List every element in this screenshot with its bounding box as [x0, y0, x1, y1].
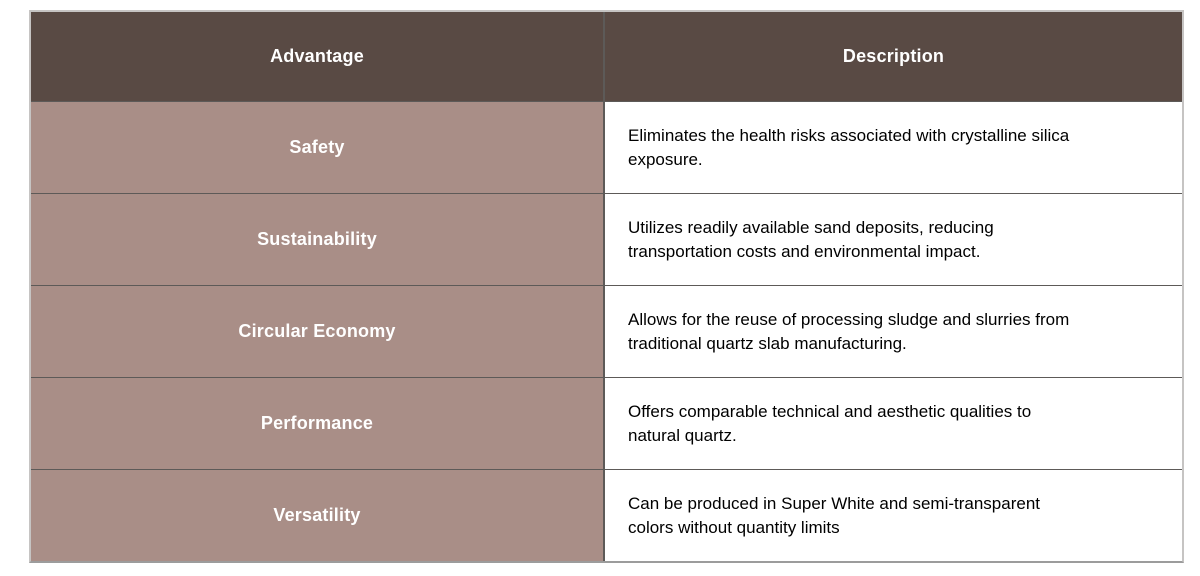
advantage-cell: Circular Economy	[31, 286, 605, 377]
table-header-row: Advantage Description	[31, 12, 1182, 101]
table-body: Safety Eliminates the health risks assoc…	[31, 101, 1182, 561]
description-text: Can be produced in Super White and semi-…	[628, 493, 1041, 537]
description-text: Eliminates the health risks associated w…	[628, 125, 1070, 169]
advantage-cell: Safety	[31, 102, 605, 193]
advantage-cell: Versatility	[31, 470, 605, 561]
description-cell: Eliminates the health risks associated w…	[605, 102, 1182, 193]
table-row: Performance Offers comparable technical …	[31, 377, 1182, 469]
table-row: Versatility Can be produced in Super Whi…	[31, 469, 1182, 561]
description-cell: Allows for the reuse of processing sludg…	[605, 286, 1182, 377]
column-header-description: Description	[605, 12, 1182, 101]
description-text: Offers comparable technical and aestheti…	[628, 401, 1032, 445]
advantage-cell: Sustainability	[31, 194, 605, 285]
description-cell: Utilizes readily available sand deposits…	[605, 194, 1182, 285]
advantage-cell: Performance	[31, 378, 605, 469]
column-header-advantage: Advantage	[31, 12, 605, 101]
table-row: Safety Eliminates the health risks assoc…	[31, 101, 1182, 193]
table-row: Circular Economy Allows for the reuse of…	[31, 285, 1182, 377]
advantages-table: Advantage Description Safety Eliminates …	[29, 10, 1184, 563]
table-row: Sustainability Utilizes readily availabl…	[31, 193, 1182, 285]
description-text: Utilizes readily available sand deposits…	[628, 217, 994, 261]
description-text: Allows for the reuse of processing sludg…	[628, 309, 1070, 353]
description-cell: Offers comparable technical and aestheti…	[605, 378, 1182, 469]
description-cell: Can be produced in Super White and semi-…	[605, 470, 1182, 561]
